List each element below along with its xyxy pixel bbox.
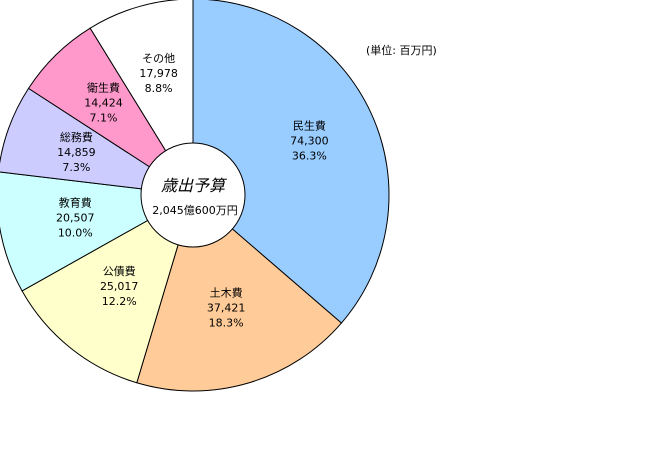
slice-value-label: 25,017: [100, 280, 139, 293]
slice-label: 土木費: [210, 285, 243, 299]
slice-label: 総務費: [60, 130, 93, 144]
pie-slice: [21, 193, 194, 384]
slice-value-label: 14,424: [84, 97, 123, 110]
pie-slice: [192, 0, 390, 324]
center-title: 歳出予算: [161, 176, 228, 195]
slice-value-label: 17,978: [139, 67, 178, 80]
slice-label: その他: [142, 52, 175, 65]
slice-percent-label: 8.8%: [145, 82, 173, 95]
slice-value-label: 74,300: [290, 135, 329, 148]
slice-label: 民生費: [293, 119, 326, 133]
slice-percent-label: 36.3%: [292, 150, 327, 163]
slice-percent-label: 10.0%: [58, 226, 93, 239]
slice-value-label: 20,507: [56, 211, 95, 224]
center-hole: [140, 142, 246, 248]
slice-percent-label: 7.3%: [62, 161, 90, 174]
center-subtitle: 2,045億600万円: [152, 204, 238, 217]
slice-label: 衛生費: [87, 81, 120, 95]
pie-slice: [89, 0, 194, 197]
unit-note: (単位: 百万円): [366, 44, 437, 57]
slice-percent-label: 7.1%: [90, 112, 118, 125]
slice-label: 公債費: [103, 264, 136, 278]
slice-value-label: 14,859: [57, 146, 96, 159]
slice-percent-label: 18.3%: [209, 316, 244, 329]
labels-group: 民生費 74,300 36.3% 土木費 37,421 18.3% 公債費 25,017 12.…: [56, 52, 329, 329]
slice-value-label: 37,421: [207, 301, 246, 314]
slice-label: 教育費: [59, 195, 92, 209]
slice-percent-label: 12.2%: [102, 295, 137, 308]
